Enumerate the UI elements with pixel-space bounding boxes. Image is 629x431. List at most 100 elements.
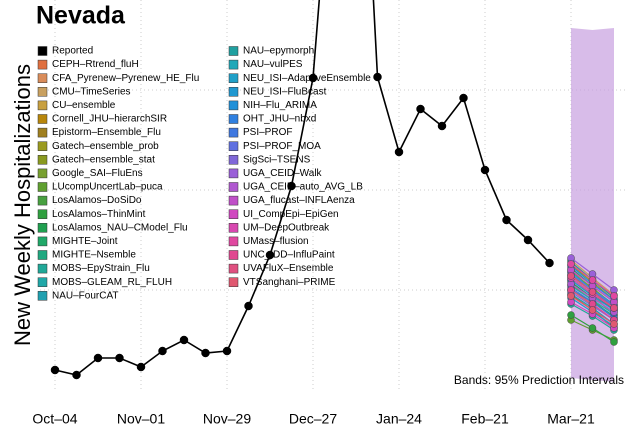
legend-label: CMU–TimeSeries xyxy=(52,86,131,97)
chart-title: Nevada xyxy=(36,2,126,30)
data-point xyxy=(610,292,618,300)
legend-swatch xyxy=(37,223,48,233)
data-point xyxy=(287,181,296,191)
legend-swatch xyxy=(37,155,48,165)
data-point xyxy=(115,353,124,363)
data-point xyxy=(265,250,275,260)
legend-label: CEPH–Rtrend_fluH xyxy=(52,59,139,70)
x-tick-label: Feb–21 xyxy=(461,411,509,427)
legend-swatch xyxy=(37,277,48,287)
data-point xyxy=(610,338,618,346)
data-point xyxy=(567,260,575,268)
legend-label: UMass–flusion xyxy=(243,236,309,247)
data-point xyxy=(567,272,575,280)
legend-label: UGA_flucast–INFLAenza xyxy=(243,195,355,206)
legend-label: LosAlamos_NAU–CModel_Flu xyxy=(52,222,188,233)
data-point xyxy=(588,276,597,284)
legend-swatch xyxy=(37,182,48,192)
legend-swatch xyxy=(228,100,239,111)
data-point xyxy=(308,73,318,83)
legend-swatch xyxy=(37,168,48,179)
data-point xyxy=(93,353,103,363)
data-point xyxy=(523,235,533,245)
legend-label: Google_SAI–FluEns xyxy=(52,168,143,179)
legend-label: NEU_ISI–FluBcast xyxy=(243,86,327,97)
x-tick-label: Nov–29 xyxy=(203,411,251,427)
data-point xyxy=(50,365,60,375)
legend-label: LosAlamos–DoSiDo xyxy=(52,195,142,206)
legend-swatch xyxy=(37,291,48,301)
legend-label: NEU_ISI–AdaptiveEnsemble xyxy=(243,73,371,84)
legend-label: LUcompUncertLab–puca xyxy=(52,182,163,193)
legend-label: Cornell_JHU–hierarchSIR xyxy=(52,114,167,125)
data-point xyxy=(179,335,189,345)
legend-swatch xyxy=(37,87,48,97)
data-point xyxy=(201,348,210,358)
legend-label: UM–DeepOutbreak xyxy=(243,222,330,233)
legend-label: NAU–vulPES xyxy=(243,59,303,70)
data-point xyxy=(567,311,575,319)
legend-swatch xyxy=(37,59,48,70)
legend-label: Epistorm–Ensemble_Flu xyxy=(52,127,161,138)
legend-label: PSI–PROF xyxy=(243,127,292,138)
legend-swatch xyxy=(228,73,239,83)
x-tick-label: Dec–27 xyxy=(289,411,337,427)
legend-label: VTSanghani–PRIME xyxy=(243,277,336,288)
legend-swatch xyxy=(228,59,239,70)
legend-swatch xyxy=(228,277,239,287)
legend-swatch xyxy=(37,100,48,111)
legend-label: SigSci–TSENS xyxy=(243,154,311,165)
legend-label: CU–ensemble xyxy=(52,100,116,111)
legend-swatch xyxy=(228,114,239,124)
legend-label: Reported xyxy=(52,46,93,57)
legend-swatch xyxy=(228,46,239,56)
data-point xyxy=(588,288,597,296)
data-point xyxy=(373,72,382,82)
legend-swatch xyxy=(228,155,239,165)
legend-swatch xyxy=(37,73,48,83)
data-point xyxy=(136,362,146,372)
legend-label: Gatech–ensemble_stat xyxy=(52,154,155,165)
data-point xyxy=(480,165,490,175)
legend-label: Gatech–ensemble_prob xyxy=(52,141,159,152)
legend-swatch xyxy=(37,250,48,260)
annotation: Bands: 95% Prediction Intervals xyxy=(454,373,624,387)
plot-area xyxy=(50,0,618,382)
legend-swatch xyxy=(228,223,239,233)
legend-label: MIGHTE–Joint xyxy=(52,236,118,247)
data-point xyxy=(459,93,468,103)
legend-swatch xyxy=(228,209,239,219)
legend-swatch xyxy=(228,263,239,274)
legend-swatch xyxy=(37,195,48,206)
legend-swatch xyxy=(37,263,48,274)
legend-label: NIH–Flu_ARIMA xyxy=(243,100,317,111)
y-axis-label: New Weekly Hospitalizations xyxy=(10,64,35,346)
data-point xyxy=(502,215,511,225)
legend-label: NAU–FourCAT xyxy=(52,290,119,301)
legend-label: UI_CompEpi–EpiGen xyxy=(243,209,339,220)
legend-label: MOBS–EpyStrain_Flu xyxy=(52,263,150,274)
data-point xyxy=(72,370,81,380)
x-tick-label: Jan–24 xyxy=(376,411,422,427)
legend-label: UNC_IDD–InfluPaint xyxy=(243,250,335,261)
legend-swatch xyxy=(228,195,239,206)
data-point xyxy=(567,292,575,300)
legend-swatch xyxy=(37,46,48,56)
data-point xyxy=(416,104,425,114)
legend-swatch xyxy=(228,236,239,247)
legend-swatch xyxy=(37,236,48,247)
data-point xyxy=(394,147,404,157)
legend-swatch xyxy=(228,182,239,192)
legend-label: PSI–PROF_MOA xyxy=(243,141,321,152)
data-point xyxy=(610,304,618,312)
legend-label: UVAFluX–Ensemble xyxy=(243,263,334,274)
legend-swatch xyxy=(37,141,48,151)
legend-swatch xyxy=(37,127,48,138)
legend-swatch xyxy=(228,168,239,179)
legend-swatch xyxy=(228,250,239,260)
legend-label: UGA_CEID–auto_AVG_LB xyxy=(243,182,363,193)
legend-label: NAU–epymorph xyxy=(243,46,314,57)
legend-label: OHT_JHU–nbxd xyxy=(243,114,316,125)
data-point xyxy=(588,324,597,332)
